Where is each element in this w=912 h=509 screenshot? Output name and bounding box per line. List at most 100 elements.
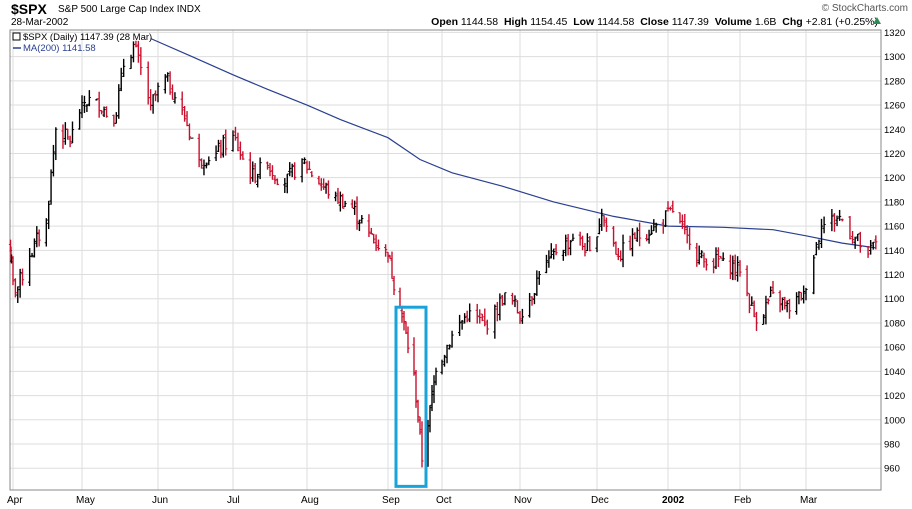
ohlc-bar [374, 234, 378, 251]
brand-link[interactable]: © StockCharts.com [821, 3, 908, 14]
ohlc-bar [856, 233, 860, 242]
y-tick-label: 1260 [884, 101, 905, 112]
chg-label: Chg [782, 16, 803, 28]
ohlc-bar [114, 112, 118, 124]
ohlc-bar [747, 293, 752, 314]
close-label: Close [640, 16, 669, 28]
x-tick-label: Mar [800, 495, 818, 506]
ohlc-bar [458, 314, 462, 337]
volume-label: Volume [714, 16, 752, 28]
ohlc-bar [430, 385, 434, 412]
ohlc-bar [420, 421, 424, 468]
ma-layer [150, 37, 876, 249]
ohlc-bar [649, 225, 654, 236]
ohlc-bar [307, 161, 311, 171]
ohlc-bar [478, 309, 482, 324]
legend-ma-label: MA(200) 1141.58 [23, 43, 96, 54]
ohlc-bar [465, 310, 469, 323]
legend-price-label: $SPX (Daily) 1147.39 (28 Mar) [23, 32, 152, 43]
ohlc-bar [49, 169, 53, 205]
x-tick-label: Dec [591, 495, 609, 506]
ohlc-bar [794, 292, 799, 315]
ohlc-bar [104, 106, 109, 118]
ohlc-bar [520, 308, 525, 324]
ohlc-bar [265, 161, 270, 170]
y-tick-label: 1000 [884, 415, 905, 426]
ohlc-bar [238, 141, 242, 160]
ohlc-bar [604, 217, 609, 232]
ohlc-bar [117, 84, 121, 119]
ohlc-bar [549, 243, 553, 259]
ohlc-bar [871, 241, 875, 250]
ohlc-bar [600, 208, 604, 231]
ohlc-bar [149, 89, 153, 111]
ohlc-bar [564, 234, 568, 257]
ohlc-bar [680, 214, 684, 229]
ohlc-bar [585, 233, 589, 252]
ohlc-bar [202, 159, 206, 176]
y-tick-label: 1160 [884, 222, 904, 233]
ohlc-bar [736, 256, 740, 282]
ohlc-bar [638, 222, 642, 247]
ohlc-bar [322, 178, 326, 190]
ohlc-bar [207, 156, 211, 166]
ohlc-bar [283, 178, 287, 193]
ohlc-bar [30, 252, 34, 258]
annotation-layer [394, 17, 881, 488]
ohlc-bar [778, 290, 782, 313]
x-tick-label: Jun [152, 495, 168, 506]
ohlc-bar [544, 254, 549, 274]
y-tick-label: 1120 [884, 270, 904, 281]
x-tick-label: Jul [227, 495, 240, 506]
ohlc-bar [719, 255, 723, 259]
ohlc-bar [183, 105, 187, 122]
ohlc-bar [146, 61, 150, 105]
ohlc-bar [112, 114, 116, 127]
ohlc-bar [858, 231, 862, 253]
ohlc-bar [498, 293, 502, 321]
ohlc-bar [406, 326, 410, 354]
ohlc-bar [838, 209, 842, 221]
ohlc-bar [513, 295, 517, 308]
ohlc-bar [270, 165, 275, 180]
ohlc-bar [139, 47, 143, 75]
y-tick-label: 1180 [884, 197, 904, 208]
ohlc-stats: Open 1144.58 High 1154.45 Low 1144.58 Cl… [431, 16, 878, 28]
chart-grid [10, 30, 881, 490]
ohlc-bar [468, 303, 472, 323]
ohlc-bar [119, 67, 123, 92]
high-value: 1154.45 [530, 16, 568, 28]
ohlc-bar [197, 133, 201, 168]
ohlc-bar [166, 72, 170, 82]
ohlc-bar [754, 311, 759, 331]
ohlc-bar [628, 235, 632, 251]
ohlc-bar [214, 145, 218, 162]
x-tick-label: Apr [7, 495, 23, 506]
ohlc-bar [702, 252, 706, 268]
ohlc-bar [168, 71, 172, 95]
ohlc-bar [597, 218, 601, 235]
low-label: Low [573, 16, 595, 28]
ohlc-bar [571, 233, 575, 242]
open-value: 1144.58 [460, 16, 499, 28]
ohlc-bar [595, 236, 599, 253]
ohlc-bar [745, 265, 749, 297]
ohlc-bar [671, 200, 675, 213]
x-tick-label: 2002 [662, 495, 685, 506]
ohlc-bar [357, 219, 362, 232]
ohlc-bar [447, 344, 452, 350]
ohlc-bar [319, 178, 323, 191]
ohlc-bar [80, 95, 84, 119]
ohlc-bar [750, 296, 754, 306]
y-tick-label: 980 [884, 440, 900, 451]
ohlc-bar [251, 161, 255, 182]
ohlc-bar [500, 294, 504, 306]
ohlc-bar [764, 295, 768, 325]
y-tick-label: 1320 [884, 28, 905, 39]
ohlc-bar [11, 256, 15, 286]
ohlc-bar [712, 258, 716, 274]
chart-symbol: $SPX [11, 1, 47, 17]
close-value: 1147.39 [671, 16, 709, 28]
y-tick-label: 1220 [884, 149, 905, 160]
x-tick-label: May [76, 495, 95, 506]
